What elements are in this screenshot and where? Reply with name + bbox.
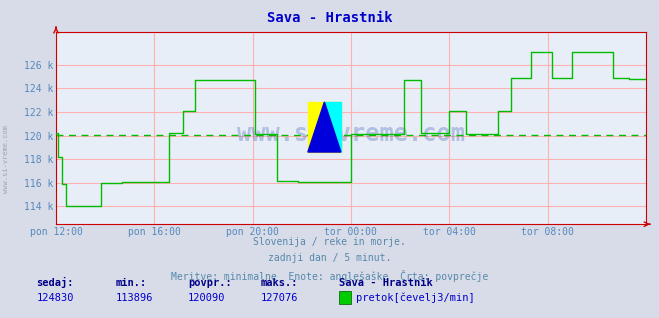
Text: Sava - Hrastnik: Sava - Hrastnik	[339, 278, 433, 288]
Polygon shape	[324, 102, 341, 152]
Bar	[308, 102, 341, 152]
Text: 120090: 120090	[188, 293, 225, 303]
Text: 124830: 124830	[36, 293, 74, 303]
Text: 127076: 127076	[260, 293, 298, 303]
Text: www.si-vreme.com: www.si-vreme.com	[3, 125, 9, 193]
Text: Meritve: minimalne  Enote: anglešaške  Črta: povprečje: Meritve: minimalne Enote: anglešaške Črt…	[171, 270, 488, 282]
Polygon shape	[308, 102, 341, 152]
Text: www.si-vreme.com: www.si-vreme.com	[237, 122, 465, 146]
Text: Sava - Hrastnik: Sava - Hrastnik	[267, 11, 392, 25]
Text: Slovenija / reke in morje.: Slovenija / reke in morje.	[253, 237, 406, 247]
Text: maks.:: maks.:	[260, 278, 298, 288]
Text: povpr.:: povpr.:	[188, 278, 231, 288]
Text: sedaj:: sedaj:	[36, 277, 74, 288]
Text: 113896: 113896	[115, 293, 153, 303]
Text: pretok[čevelj3/min]: pretok[čevelj3/min]	[356, 292, 474, 303]
Text: zadnji dan / 5 minut.: zadnji dan / 5 minut.	[268, 253, 391, 263]
Text: min.:: min.:	[115, 278, 146, 288]
